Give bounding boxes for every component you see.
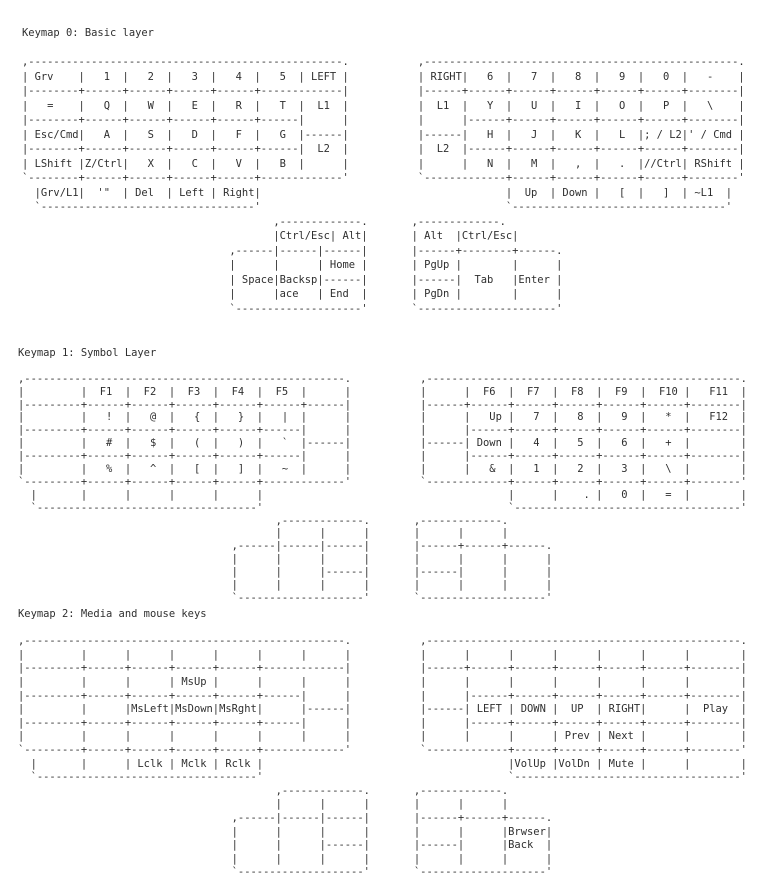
keymap-2-section: Keymap 2: Media and mouse keys ,--------… (18, 608, 747, 880)
keymap-line: `--------------------' `----------------… (22, 302, 563, 315)
keymap-line: ,---------------------------------------… (22, 56, 745, 68)
keymap-line: |---------+------+------+------+------+-… (18, 450, 747, 463)
keymap-line: `---------+------+------+------+------+-… (18, 475, 747, 488)
keymap-line: | | | | | | (18, 798, 509, 811)
keymap-line: |---------+------+------+------+------+-… (18, 662, 747, 675)
keymap-line (18, 360, 747, 373)
keymap-line: `--------------------' `----------------… (18, 591, 553, 604)
keymap-line: | | | | | | | | . | 0 | = | | (18, 488, 747, 501)
keymap-line (22, 41, 745, 56)
keymap-2-diagram: ,---------------------------------------… (18, 622, 747, 880)
keymap-1-section: Keymap 1: Symbol Layer ,----------------… (18, 347, 747, 605)
keymap-line: | | % | ^ | [ | ] | ~ | | | | & | 1 | 2 … (18, 463, 747, 476)
keymap-line: |---------+------+------+------+------+-… (18, 398, 747, 411)
keymap-line: | Space|Backsp|------| |------| Tab |Ent… (22, 273, 563, 286)
keymap-line: | | | | | | | | | | | | | | | | (18, 648, 747, 661)
keymap-line: | | | | | | | | (18, 579, 553, 592)
keymap-line: | Grv | 1 | 2 | 3 | 4 | 5 | LEFT | | RIG… (22, 70, 745, 83)
keymap-line: `---------+------+------+------+------+-… (18, 743, 747, 756)
keymap-line: | | | | | | (18, 527, 509, 540)
keymap-line: |--------+------+------+------+------+--… (22, 85, 745, 97)
keymap-line: ,-------------. ,-------------. (22, 215, 506, 228)
keymap-0-title: Keymap 0: Basic layer (22, 27, 154, 39)
keymap-line: |---------+------+------+------+------+-… (18, 424, 747, 437)
keymap-line: ,-------------. ,-------------. (18, 514, 509, 527)
keymap-line: | | | | | | | | | | | | Prev | Next | | … (18, 730, 747, 743)
keymap-line: | | | | | | | | (18, 852, 553, 865)
keymap-line: | | | | | | |Brwser| (18, 825, 553, 838)
keymap-line: | | |------| |------| | | (18, 566, 553, 579)
keymap-line: `--------------------' `----------------… (18, 866, 553, 879)
keymap-line (18, 622, 747, 636)
keymap-line: | | | | MsUp | | | | | | | | | | | | (18, 675, 747, 688)
keymap-1-diagram: ,---------------------------------------… (18, 360, 747, 605)
keymap-line: | Esc/Cmd| A | S | D | F | G |------| |-… (22, 128, 745, 141)
keymap-line: | | ! | @ | { | } | | | | | | Up | 7 | 8… (18, 411, 747, 424)
keymap-line: |--------+------+------+------+------+--… (22, 114, 745, 126)
keymap-0-section: Keymap 0: Basic layer ,-----------------… (22, 26, 745, 316)
keymap-line: ,------|------|------| |------+------+--… (18, 811, 553, 824)
keymap-line: |Ctrl/Esc| Alt| | Alt |Ctrl/Esc| (22, 230, 519, 242)
keymap-line: `----------------------------------' `--… (22, 201, 733, 213)
keymap-line: `-----------------------------------' `-… (18, 501, 747, 514)
keymap-0-diagram: ,---------------------------------------… (22, 41, 745, 317)
keymap-2-title: Keymap 2: Media and mouse keys (18, 608, 207, 620)
keymap-line: | | | Home | | PgUp | | | (22, 259, 563, 271)
keymap-line: ,------|------|------| |------+--------+… (22, 244, 563, 257)
keymap-1-title: Keymap 1: Symbol Layer (18, 347, 157, 359)
keymap-line: | = | Q | W | E | R | T | L1 | | L1 | Y … (22, 99, 745, 112)
keymap-line: | LShift |Z/Ctrl| X | C | V | B | | | | … (22, 157, 745, 170)
keymap-line: | | |------| |------| |Back | (18, 839, 553, 852)
keymap-line: `-----------------------------------' `-… (18, 771, 747, 784)
keymap-line: | | |MsLeft|MsDown|MsRght| |------| |---… (18, 703, 747, 716)
keymap-line: | | F1 | F2 | F3 | F4 | F5 | | | | F6 | … (18, 385, 747, 398)
keymap-line: | | # | $ | ( | ) | ` |------| |------| … (18, 437, 747, 450)
keymap-line: |---------+------+------+------+------+-… (18, 689, 747, 702)
keymap-line: |--------+------+------+------+------+--… (22, 143, 745, 155)
keymap-line: |Grv/L1| '" | Del | Left | Right| | Up |… (22, 186, 733, 199)
keymap-line: | | | | | | | | (18, 553, 553, 566)
keymap-line: ,---------------------------------------… (18, 635, 747, 648)
keymap-line: ,------|------|------| |------+------+--… (18, 540, 553, 553)
keymap-line: | | | Lclk | Mclk | Rclk | |VolUp |VolDn… (18, 757, 747, 770)
keymap-line: | |ace | End | | PgDn | | | (22, 288, 563, 300)
keymap-line: |---------+------+------+------+------+-… (18, 716, 747, 729)
keymap-line: ,---------------------------------------… (18, 372, 747, 385)
keymap-line: `--------+------+------+------+------+--… (22, 172, 745, 184)
keymap-line: ,-------------. ,-------------. (18, 784, 509, 797)
